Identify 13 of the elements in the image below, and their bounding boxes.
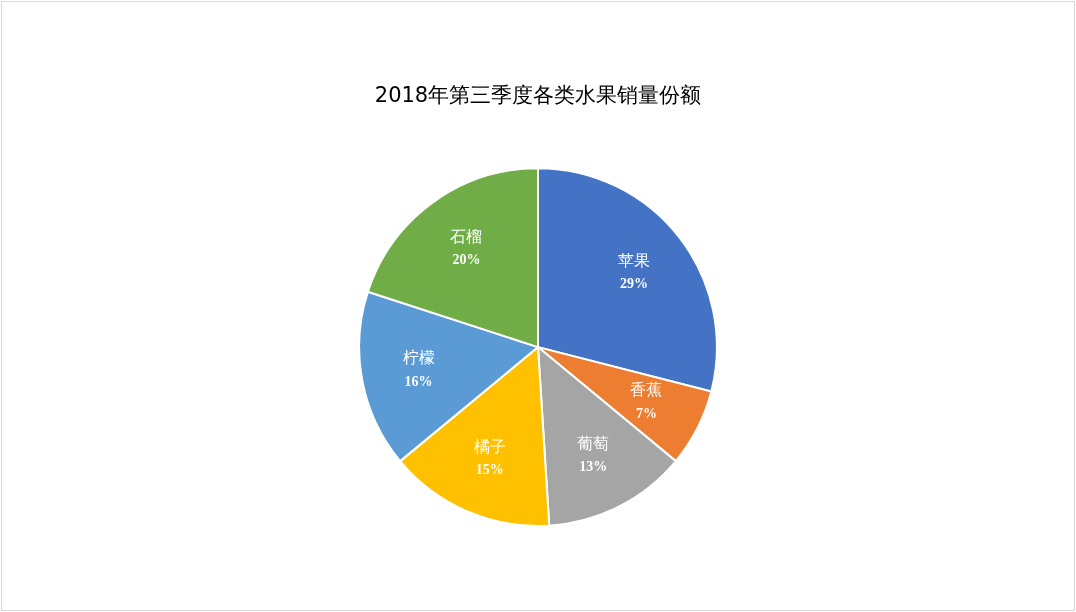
slice-label: 葡萄 [577,433,610,453]
slice-label: 柠檬 [402,348,435,368]
data-label: 13% [579,459,608,475]
data-label: 29% [620,276,649,292]
slice-label: 石榴 [450,226,483,246]
data-label: 16% [404,373,433,389]
slice-label: 橘子 [473,436,506,456]
data-label: 7% [635,405,657,421]
data-label: 20% [452,252,481,268]
slice-label: 苹果 [618,250,651,270]
chart-title: 2018年第三季度各类水果销量份额 [374,83,702,108]
data-label: 15% [475,462,504,478]
slice-label: 香蕉 [630,380,663,400]
